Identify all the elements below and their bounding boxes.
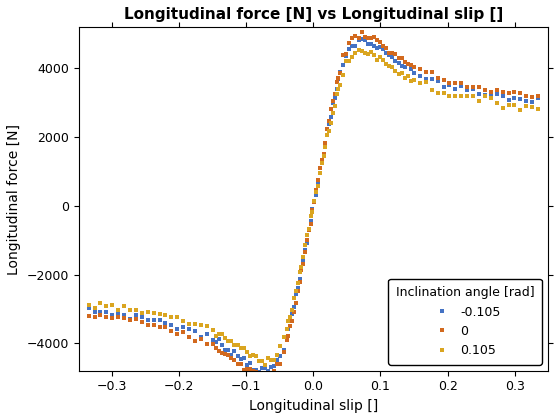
0.105 <box>404 74 411 79</box>
0.105 <box>324 132 330 137</box>
X-axis label: Longitudinal slip []: Longitudinal slip [] <box>249 399 378 413</box>
0 <box>85 313 92 318</box>
Y-axis label: Longitudinal force [N]: Longitudinal force [N] <box>7 123 21 275</box>
Line: 0: 0 <box>86 30 540 382</box>
0.105 <box>222 336 228 341</box>
-0.105 <box>523 98 530 103</box>
-0.105 <box>244 363 250 368</box>
0 <box>404 62 411 67</box>
-0.105 <box>85 305 92 310</box>
0 <box>523 94 530 99</box>
-0.105 <box>324 132 330 137</box>
0.105 <box>535 107 542 112</box>
0 <box>324 126 330 131</box>
0 <box>244 366 250 371</box>
Legend: -0.105, 0, 0.105: -0.105, 0, 0.105 <box>388 279 542 365</box>
0 <box>535 94 542 99</box>
0.105 <box>262 362 269 368</box>
0.105 <box>85 302 92 307</box>
-0.105 <box>358 37 365 42</box>
Line: -0.105: -0.105 <box>86 37 540 375</box>
-0.105 <box>535 95 542 100</box>
-0.105 <box>222 347 228 352</box>
0.105 <box>244 349 250 354</box>
-0.105 <box>404 62 411 67</box>
0.105 <box>355 48 362 53</box>
-0.105 <box>367 41 374 46</box>
-0.105 <box>256 370 263 375</box>
0 <box>358 30 365 35</box>
0 <box>256 377 263 382</box>
0.105 <box>367 50 374 55</box>
Title: Longitudinal force [N] vs Longitudinal slip []: Longitudinal force [N] vs Longitudinal s… <box>124 7 503 22</box>
0.105 <box>523 104 530 109</box>
0 <box>222 351 228 356</box>
Line: 0.105: 0.105 <box>86 48 540 368</box>
0 <box>367 35 374 40</box>
